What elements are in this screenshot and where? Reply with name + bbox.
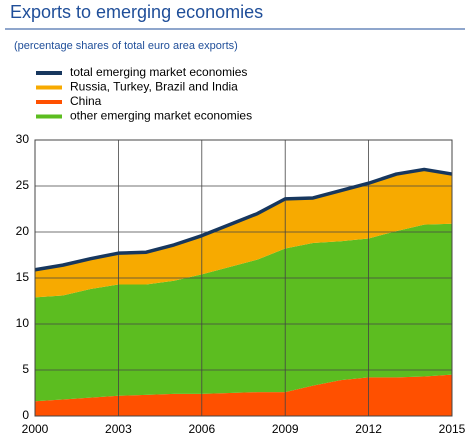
legend-label: total emerging market economies <box>70 65 247 79</box>
y-tick-label: 15 <box>16 270 30 284</box>
x-tick-label: 2006 <box>188 422 215 436</box>
y-tick-label: 10 <box>16 316 30 330</box>
chart-title: Exports to emerging economies <box>10 2 263 22</box>
x-tick-label: 2012 <box>355 422 382 436</box>
legend-label: other emerging market economies <box>70 109 252 123</box>
y-tick-label: 30 <box>16 132 30 146</box>
x-tick-label: 2015 <box>439 422 466 436</box>
chart-subtitle: (percentage shares of total euro area ex… <box>14 40 238 52</box>
legend-label: China <box>70 94 102 108</box>
y-tick-label: 5 <box>22 362 29 376</box>
x-tick-label: 2000 <box>22 422 49 436</box>
y-tick-label: 20 <box>16 224 30 238</box>
line <box>34 167 453 272</box>
plot-frame <box>34 139 453 417</box>
area <box>35 169 452 298</box>
y-tick-label: 0 <box>22 408 29 422</box>
area <box>35 223 452 402</box>
x-tick-label: 2009 <box>272 422 299 436</box>
x-tick-label: 2003 <box>105 422 132 436</box>
y-tick-label: 25 <box>16 178 30 192</box>
area <box>35 374 452 416</box>
legend-label: Russia, Turkey, Brazil and India <box>70 80 238 94</box>
